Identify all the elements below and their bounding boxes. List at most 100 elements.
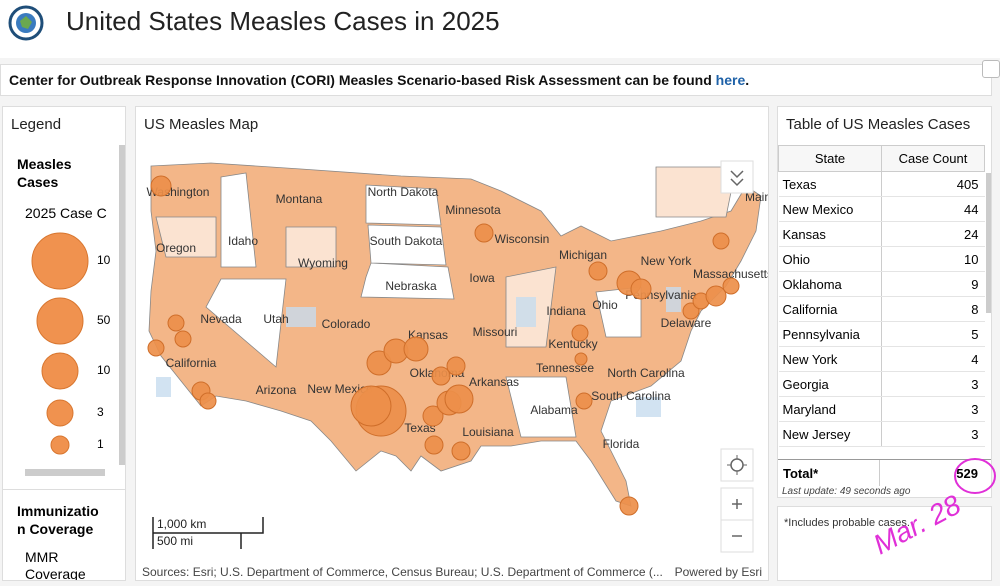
table: State Case Count Texas 405 New Mexico 44 Kan… xyxy=(778,145,985,447)
table-row[interactable]: Texas 405 xyxy=(778,171,985,197)
case-bubble xyxy=(722,277,740,295)
state-label: Louisiana xyxy=(462,425,514,439)
legend-section: Measles Cases xyxy=(17,156,72,190)
state-label: California xyxy=(166,356,217,370)
expand-button[interactable] xyxy=(982,60,1000,78)
zoom-in-button[interactable] xyxy=(720,487,754,521)
count-cell: 9 xyxy=(881,271,985,297)
state-label: Indiana xyxy=(546,304,586,318)
legend-section: Immunization Coverage xyxy=(17,503,99,537)
case-bubble xyxy=(422,405,444,427)
table-row[interactable]: New Mexico 44 xyxy=(778,196,985,222)
size-symbol xyxy=(46,399,74,427)
case-bubble xyxy=(403,336,429,362)
state-label: Michigan xyxy=(559,248,607,262)
size-symbol xyxy=(31,232,89,290)
case-bubble xyxy=(575,392,593,410)
state-label: New York xyxy=(641,254,693,268)
table-row[interactable]: Kansas 24 xyxy=(778,221,985,247)
legend-title: Legend xyxy=(11,116,62,133)
size-label: 50 xyxy=(97,313,111,327)
count-cell: 5 xyxy=(881,321,985,347)
banner-body: Center for Outbreak Response Innovation … xyxy=(9,72,716,88)
state-label: North Dakota xyxy=(368,185,439,199)
state-cell: Ohio xyxy=(778,246,882,272)
banner: Center for Outbreak Response Innovation … xyxy=(0,64,992,96)
state-label: Minnesota xyxy=(445,203,501,217)
case-bubble xyxy=(424,435,444,455)
case-bubble xyxy=(705,285,727,307)
state-label: Oregon xyxy=(156,241,196,255)
table-row[interactable]: New Jersey 3 xyxy=(778,421,985,447)
state-label: Alabama xyxy=(530,403,578,417)
link[interactable]: here xyxy=(715,72,746,88)
table-row[interactable]: Georgia 3 xyxy=(778,371,985,397)
table-row[interactable]: California 8 xyxy=(778,296,985,322)
case-bubble xyxy=(630,278,652,300)
table-row[interactable]: New York 4 xyxy=(778,346,985,372)
attribution: Sources: Esri; U.S. Department of Commer… xyxy=(142,565,663,579)
last-update: Last update: 49 seconds ago xyxy=(782,486,911,497)
page-title: United States Measles Cases in 2025 xyxy=(66,6,500,36)
column-header[interactable]: State xyxy=(778,145,882,172)
case-bubble xyxy=(174,330,192,348)
map[interactable]: Washington Montana North DakotaMinnesotaOr… xyxy=(136,107,769,581)
size-symbol xyxy=(36,297,84,345)
locate-button[interactable] xyxy=(720,448,754,482)
case-bubble xyxy=(474,223,494,243)
state-label: Nevada xyxy=(200,312,242,326)
banner-end: . xyxy=(745,72,750,88)
scrollbar[interactable] xyxy=(119,145,125,465)
state-cell: Georgia xyxy=(778,371,882,397)
legend-field: 2025 Case C xyxy=(25,205,107,221)
state-label: Iowa xyxy=(469,271,495,285)
count-cell: 8 xyxy=(881,296,985,322)
state-cell: Texas xyxy=(778,171,882,197)
state-cell: Pennsylvania xyxy=(778,321,882,347)
size-label: 10 xyxy=(97,363,111,377)
state-label: Utah xyxy=(263,312,288,326)
scale-mi: 500 mi xyxy=(157,534,193,548)
table-row[interactable]: Pennsylvania 5 xyxy=(778,321,985,347)
count-cell: 4 xyxy=(881,346,985,372)
legend-field: MMR Coverage Percentage xyxy=(25,549,86,581)
legend-symbols xyxy=(31,232,89,455)
case-bubble xyxy=(574,352,588,366)
count-cell: 3 xyxy=(881,396,985,422)
case-bubble xyxy=(199,392,217,410)
state-label: Main xyxy=(745,190,769,204)
state-label: Wyoming xyxy=(298,256,348,270)
state-label: Montana xyxy=(276,192,323,206)
case-bubble xyxy=(147,339,165,357)
hscrollbar[interactable] xyxy=(25,469,105,476)
case-bubble xyxy=(366,350,392,376)
table-title: Table of US Measles Cases xyxy=(786,116,971,133)
state-label: North Carolina xyxy=(607,366,685,380)
map-panel: US Measles Map Washington Montana North Da… xyxy=(135,106,769,581)
state-label: Missouri xyxy=(473,325,518,339)
state-cell: Maryland xyxy=(778,396,882,422)
table-row[interactable]: Oklahoma 9 xyxy=(778,271,985,297)
column-header[interactable]: Case Count xyxy=(881,145,985,172)
state-label: Arkansas xyxy=(469,375,519,389)
case-bubble xyxy=(446,356,466,376)
state-label: South Carolina xyxy=(591,389,671,403)
size-label: 10 xyxy=(97,253,111,267)
count-cell: 3 xyxy=(881,371,985,397)
case-bubble xyxy=(350,385,392,427)
total-row: Total* 529 xyxy=(778,459,991,486)
table-row[interactable]: Ohio 10 xyxy=(778,246,985,272)
case-bubble xyxy=(619,496,639,516)
state-label: Florida xyxy=(603,437,640,451)
map-title: US Measles Map xyxy=(144,116,259,133)
count-cell: 3 xyxy=(881,421,985,447)
count-cell: 10 xyxy=(881,246,985,272)
scrollbar[interactable] xyxy=(986,173,991,313)
state-label: Arizona xyxy=(256,383,297,397)
state-label: Wisconsin xyxy=(495,232,550,246)
size-label: 3 xyxy=(97,405,104,419)
state-label: South Dakota xyxy=(370,234,443,248)
state-label: Idaho xyxy=(228,234,258,248)
table-row[interactable]: Maryland 3 xyxy=(778,396,985,422)
scale-bar xyxy=(152,517,264,549)
